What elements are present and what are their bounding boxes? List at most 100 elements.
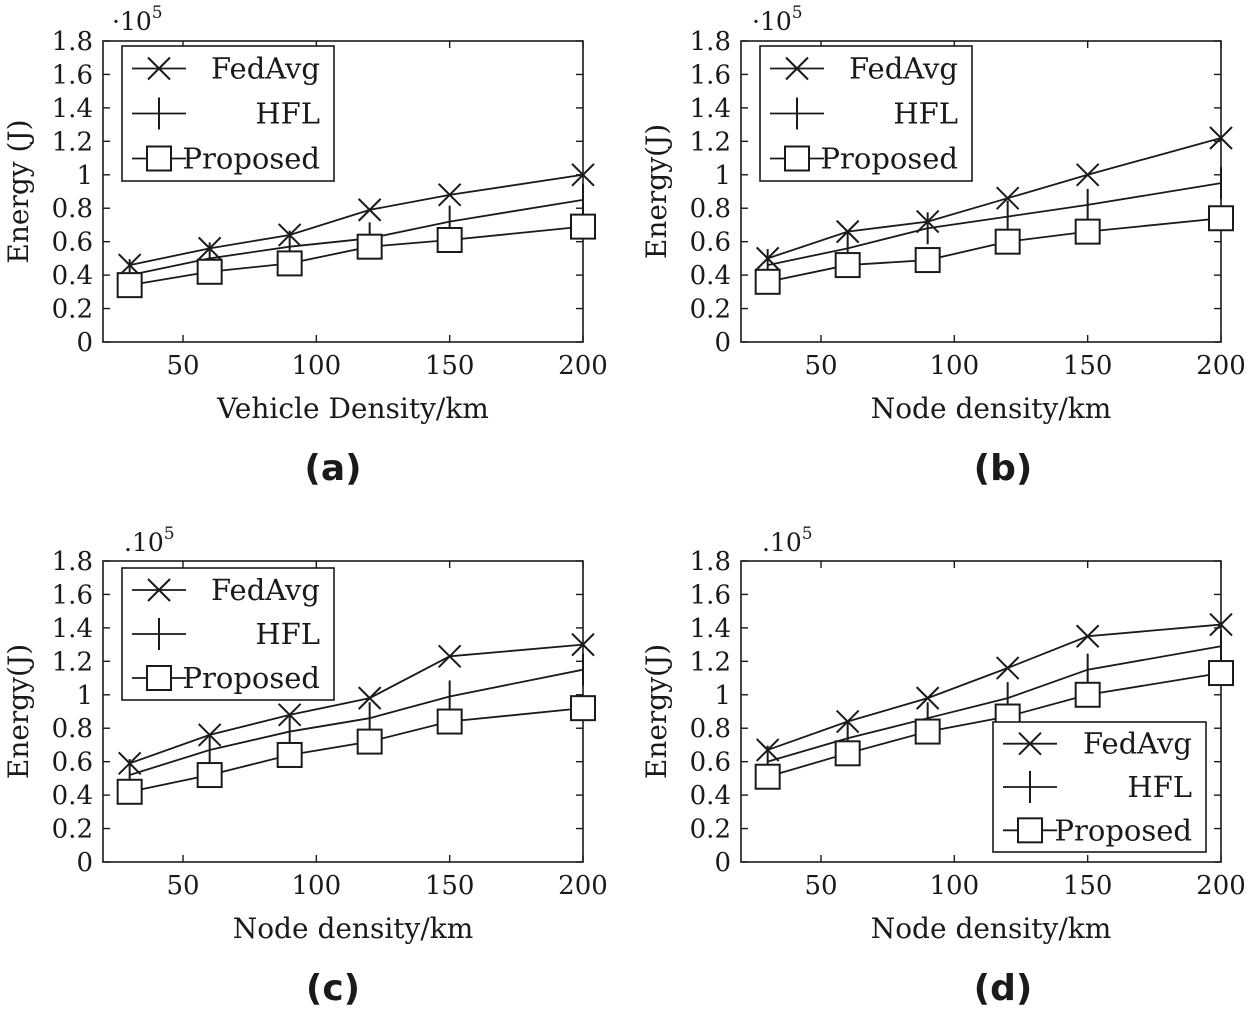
data-point-proposed bbox=[276, 741, 303, 768]
legend-label-hfl: HFL bbox=[255, 97, 320, 131]
marker-stroke bbox=[436, 226, 463, 253]
data-point-proposed bbox=[834, 252, 861, 279]
data-point-proposed bbox=[356, 728, 383, 755]
chart-panel-d: 00.2 0.40.6 0.81 1.21.4 1.61.8 50 100 150 200 .10… bbox=[640, 524, 1246, 1009]
marker-stroke bbox=[571, 163, 595, 187]
series-line-proposed bbox=[767, 672, 1222, 778]
marker-stroke bbox=[915, 686, 940, 710]
y-tick-label: 0.6 bbox=[690, 228, 731, 258]
marker-stroke bbox=[754, 763, 781, 790]
legend-marker-proposed bbox=[146, 145, 172, 172]
x-tick-label: 100 bbox=[930, 351, 980, 381]
legend-marker-proposed bbox=[146, 665, 172, 691]
data-point-proposed bbox=[1074, 681, 1101, 708]
legend-marker-proposed bbox=[1017, 817, 1043, 844]
data-point-proposed bbox=[356, 233, 383, 260]
data-point-fedavg bbox=[1075, 163, 1100, 187]
y-tick-label: 1.2 bbox=[690, 647, 731, 677]
y-multiplier: .105 bbox=[762, 524, 813, 557]
y-tick-label: 0.6 bbox=[690, 748, 731, 778]
data-point-fedavg bbox=[1075, 624, 1100, 648]
x-tick-label: 50 bbox=[166, 351, 199, 381]
marker-stroke bbox=[754, 268, 781, 295]
marker-stroke bbox=[1209, 126, 1233, 150]
data-point-proposed bbox=[1208, 660, 1234, 687]
marker-stroke bbox=[835, 219, 860, 244]
marker-stroke bbox=[147, 56, 171, 81]
series-line-proposed bbox=[129, 225, 584, 287]
x-axis-label: Vehicle Density/km bbox=[216, 392, 489, 425]
data-point-proposed bbox=[1208, 205, 1234, 232]
marker-stroke bbox=[116, 272, 143, 299]
marker-stroke bbox=[436, 708, 463, 735]
y-tick-label: 1 bbox=[76, 681, 93, 711]
marker-stroke bbox=[571, 632, 595, 657]
y-tick-label: 0.8 bbox=[690, 194, 731, 224]
marker-stroke bbox=[1209, 612, 1233, 637]
legend: FedAvg HFL Proposed bbox=[759, 45, 973, 182]
marker-stroke bbox=[196, 258, 223, 285]
marker-stroke bbox=[570, 695, 596, 722]
legend-label-hfl: HFL bbox=[1127, 770, 1192, 804]
x-tick-label: 150 bbox=[425, 351, 475, 381]
y-multiplier: .105 bbox=[124, 524, 175, 557]
series-line-proposed bbox=[129, 707, 584, 793]
series-hfl bbox=[766, 167, 1222, 282]
chart-panel-c: 00.2 0.40.6 0.81 1.21.4 1.61.8 50 100 150 200 .10… bbox=[2, 524, 608, 1009]
data-point-proposed bbox=[570, 213, 596, 240]
data-point-fedavg bbox=[277, 703, 302, 727]
panel-label: (d) bbox=[974, 968, 1033, 1009]
y-tick-label: 0.6 bbox=[52, 228, 93, 258]
y-tick-label: 1.8 bbox=[690, 547, 731, 577]
data-point-proposed bbox=[436, 708, 463, 735]
data-point-fedavg bbox=[915, 686, 940, 710]
y-tick-label: 1.4 bbox=[52, 94, 93, 124]
marker-stroke bbox=[914, 718, 941, 745]
marker-stroke bbox=[1074, 681, 1101, 708]
chart-panel-b: 00.2 0.40.6 0.81 1.21.4 1.61.8 50 100 150 200 ·10… bbox=[640, 3, 1246, 489]
y-tick-label: 1.6 bbox=[690, 60, 731, 90]
data-point-fedavg bbox=[835, 709, 860, 734]
x-tick-label: 200 bbox=[558, 351, 608, 381]
y-tick-label: 0.2 bbox=[52, 295, 93, 325]
legend-label-proposed: Proposed bbox=[183, 661, 320, 695]
marker-stroke bbox=[147, 578, 171, 602]
series-proposed bbox=[116, 695, 596, 805]
series-line-hfl bbox=[129, 198, 584, 276]
marker-stroke bbox=[276, 741, 303, 768]
data-point-fedavg bbox=[357, 686, 382, 710]
x-tick-label: 200 bbox=[1196, 871, 1246, 901]
legend-marker-fedavg bbox=[147, 56, 171, 81]
series-line-hfl bbox=[767, 645, 1222, 763]
y-tick-label: 0.8 bbox=[52, 194, 93, 224]
y-tick-label: 0 bbox=[76, 328, 93, 358]
marker-stroke bbox=[437, 183, 462, 207]
y-tick-label: 0.4 bbox=[690, 261, 731, 291]
series-proposed bbox=[754, 205, 1234, 295]
y-tick-label: 0.2 bbox=[690, 815, 731, 845]
legend-label-fedavg: FedAvg bbox=[1083, 727, 1192, 761]
legend-marker-proposed bbox=[784, 145, 810, 172]
y-multiplier: ·105 bbox=[112, 3, 163, 36]
legend-label-fedavg: FedAvg bbox=[211, 573, 320, 607]
legend-marker-fedavg bbox=[147, 578, 171, 602]
data-point-fedavg bbox=[835, 219, 860, 244]
data-point-proposed bbox=[754, 268, 781, 295]
y-tick-label: 1 bbox=[714, 681, 731, 711]
data-point-fedavg bbox=[437, 183, 462, 207]
y-tick-label: 0.8 bbox=[690, 714, 731, 744]
y-tick-label: 1.2 bbox=[52, 647, 93, 677]
y-tick-label: 0.8 bbox=[52, 714, 93, 744]
legend-label-proposed: Proposed bbox=[183, 142, 320, 176]
data-point-proposed bbox=[276, 250, 303, 277]
data-point-proposed bbox=[754, 763, 781, 790]
series-line-hfl bbox=[129, 668, 584, 776]
marker-stroke bbox=[914, 247, 941, 274]
series-line-fedavg bbox=[129, 643, 584, 765]
marker-stroke bbox=[834, 740, 861, 767]
legend: FedAvg HFL Proposed bbox=[121, 45, 335, 182]
y-tick-label: 0 bbox=[76, 848, 93, 878]
x-tick-label: 100 bbox=[930, 871, 980, 901]
legend: FedAvg HFL Proposed bbox=[992, 721, 1207, 853]
